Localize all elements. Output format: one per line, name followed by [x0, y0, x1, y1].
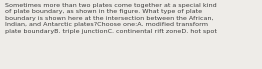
Text: Sometimes more than two plates come together at a special kind
of plate boundary: Sometimes more than two plates come toge… [5, 3, 217, 34]
